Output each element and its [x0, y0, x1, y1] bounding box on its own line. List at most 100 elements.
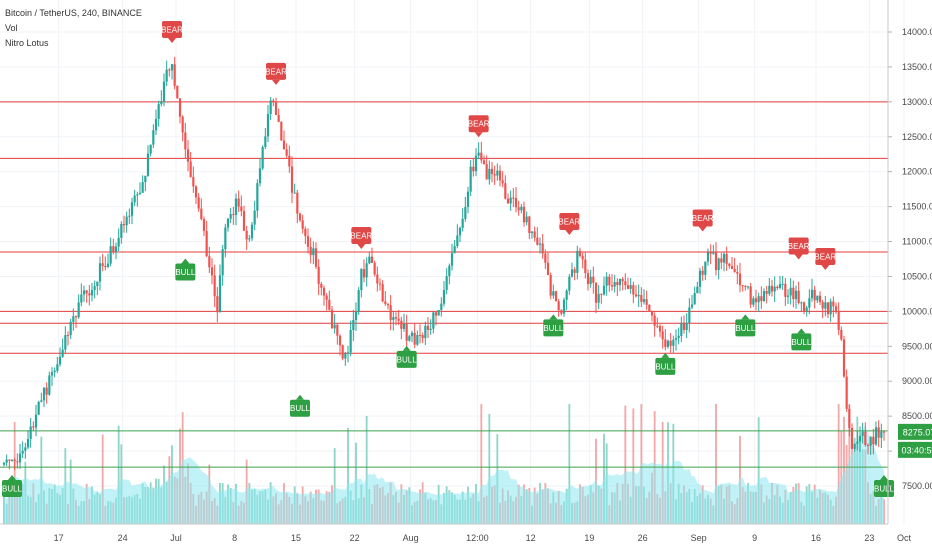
candle-body [728, 263, 731, 267]
volume-bar [757, 417, 760, 524]
price-axis[interactable]: 14000.00 13500.00 13000.00 12500.00 12000.00… [887, 0, 932, 524]
price-tick-label: 12500.00 [902, 132, 932, 142]
candle-body [568, 276, 571, 291]
candle-body [242, 211, 246, 231]
signal-pointer [549, 314, 558, 320]
candle-body [253, 210, 256, 225]
candle-body [506, 198, 510, 204]
bear-signal[interactable]: BEAR [814, 247, 836, 270]
candle-body [746, 286, 750, 288]
candle-body [58, 356, 62, 365]
volume-ma-area [4, 425, 884, 524]
candle-body [226, 218, 230, 228]
candle-body [741, 285, 744, 287]
candle-body [626, 285, 630, 289]
bear-signal[interactable]: BEAR [161, 20, 183, 43]
candle-body [666, 340, 670, 347]
signal-pointer [794, 254, 803, 260]
candle-body [821, 302, 824, 309]
candle-body [448, 265, 451, 277]
volume-bar [715, 404, 717, 524]
time-axis[interactable]: 17 24 Jul 8 15 22 Aug 12:00 12 19 26 Sep 9 16 23 Oct [0, 523, 911, 543]
volume-bar [480, 404, 483, 524]
candle-body [90, 289, 94, 296]
candle-body [573, 269, 576, 273]
countdown-value: 03:40:50 [901, 445, 932, 455]
bull-signal[interactable]: BULL [175, 258, 196, 281]
indicator-nitro-lotus[interactable]: Nitro Lotus [5, 38, 49, 48]
candle-body [544, 253, 547, 263]
candle-body [109, 246, 112, 264]
bull-signal[interactable]: BULL [543, 314, 564, 337]
candle-body [269, 100, 272, 115]
last-price-box [898, 423, 932, 440]
bear-signal[interactable]: BEAR [350, 226, 372, 249]
candle-body [853, 443, 856, 449]
bear-signal[interactable]: BEAR [265, 62, 287, 85]
candle-body [349, 329, 352, 353]
bull-signal[interactable]: BULL [397, 345, 418, 368]
candle-body [112, 246, 115, 253]
bull-signal[interactable]: BULL [2, 475, 23, 498]
resistance-lines [0, 101, 888, 468]
candle-body [770, 285, 774, 292]
candle-body [730, 266, 734, 269]
candle-body [765, 290, 768, 294]
candle-body [184, 132, 187, 150]
signal-box [468, 115, 489, 133]
signal-box [290, 399, 310, 417]
time-tick-label: 9 [752, 533, 757, 543]
indicator-vol[interactable]: Vol [5, 23, 18, 33]
candle-body [149, 144, 152, 154]
candle-body [466, 191, 470, 208]
signal-box [559, 213, 580, 231]
signal-pointer [272, 79, 280, 85]
bull-signal[interactable]: BULL [791, 328, 812, 351]
signal-box [874, 480, 894, 498]
candle-body [669, 340, 672, 346]
candle-body [586, 273, 590, 284]
candle-body [616, 282, 619, 286]
bull-signal[interactable]: BULL [874, 475, 895, 498]
candle-body [66, 335, 70, 337]
price-tick-label: 13000.00 [902, 97, 932, 107]
candle-body [370, 256, 374, 263]
candle-body [173, 64, 176, 86]
candle-body [634, 294, 638, 297]
signal-label: BULL [2, 485, 23, 494]
candle-body [565, 290, 568, 300]
candle-body [98, 263, 102, 282]
candle-body [5, 459, 8, 463]
last-price-tag[interactable]: 8275.07 03:40:50 [898, 423, 932, 458]
bear-signal[interactable]: BEAR [692, 209, 714, 232]
signal-pointer [880, 475, 888, 481]
price-tick-label: 12000.00 [902, 167, 932, 177]
bear-signal[interactable]: BEAR [468, 115, 490, 138]
signal-pointer [402, 345, 411, 351]
signal-label: BEAR [814, 252, 836, 261]
candle-body [360, 269, 363, 291]
symbol-title[interactable]: Bitcoin / TetherUS, 240, BINANCE [5, 8, 142, 18]
candle-body [37, 401, 40, 415]
candle-body [325, 295, 328, 300]
candle-body [56, 364, 59, 371]
bull-signal[interactable]: BULL [655, 352, 676, 375]
signal-pointer [357, 243, 366, 249]
candle-body [589, 276, 592, 284]
bull-signal[interactable]: BULL [735, 314, 756, 337]
candle-body [640, 294, 643, 302]
signal-box [175, 263, 196, 281]
candle-body [781, 283, 784, 285]
signal-label: BULL [655, 362, 676, 371]
bear-signal[interactable]: BEAR [558, 213, 580, 236]
bull-signal[interactable]: BULL [290, 394, 311, 417]
signal-label: BEAR [788, 242, 810, 251]
candle-body [869, 436, 872, 446]
candle-body [101, 263, 104, 267]
volume-bar [843, 416, 845, 524]
candle-body [18, 453, 22, 463]
bear-signal[interactable]: BEAR [788, 237, 810, 260]
candle-body [74, 316, 78, 318]
time-tick-label: 12 [526, 533, 536, 543]
